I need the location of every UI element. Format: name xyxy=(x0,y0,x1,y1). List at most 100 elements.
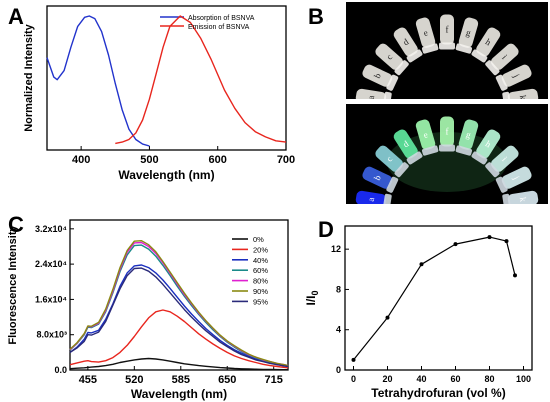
tube-body xyxy=(440,116,454,147)
chart-d-xtick-label: 40 xyxy=(416,374,426,384)
chart-c-series-line-6 xyxy=(69,267,289,368)
tube-c: c xyxy=(375,145,409,178)
chart-c-ytick-label: 3.2x10⁴ xyxy=(35,224,67,234)
tube-j: j xyxy=(495,64,532,91)
chart-c-xtick-label: 650 xyxy=(218,374,236,386)
tube-label: a xyxy=(366,197,377,203)
tube-cap xyxy=(495,176,508,193)
tube-cap xyxy=(386,176,399,193)
tube-label: g xyxy=(465,129,473,140)
chart-d-point xyxy=(487,235,492,240)
tube-body xyxy=(375,145,404,172)
tube-body xyxy=(476,129,501,159)
tube-body xyxy=(507,190,539,204)
tube-cap xyxy=(471,151,488,165)
chart-c-xtick-label: 520 xyxy=(125,374,143,386)
tube-glow xyxy=(387,132,507,192)
tube-e: e xyxy=(415,17,439,54)
panel-a-letter: A xyxy=(8,4,24,29)
tube-k: k xyxy=(502,190,539,204)
tube-body xyxy=(375,43,404,70)
chart-a-xtick-label: 400 xyxy=(72,154,90,166)
tube-e: e xyxy=(415,119,439,156)
tube-body xyxy=(458,17,479,48)
tube-i: i xyxy=(485,43,519,76)
tube-label: b xyxy=(372,71,383,80)
tube-cap xyxy=(502,193,512,204)
tube-i: i xyxy=(485,145,519,178)
tube-body xyxy=(490,43,519,70)
tube-cap xyxy=(495,74,508,91)
tube-body xyxy=(476,27,501,57)
chart-c-ytick-label: 0.0 xyxy=(54,365,67,375)
tube-h: h xyxy=(471,129,501,165)
tube-cap xyxy=(455,43,473,54)
chart-d-ylabel: I/I0 xyxy=(304,290,320,305)
tube-d: d xyxy=(393,27,423,63)
tube-label: a xyxy=(366,95,377,99)
tube-f: f xyxy=(439,14,455,50)
tube-label: j xyxy=(511,72,522,79)
tube-cap xyxy=(439,144,455,152)
tube-label: i xyxy=(500,155,509,164)
chart-a-legend-label-1: Emission of BSNVA xyxy=(188,24,250,31)
tube-b: b xyxy=(362,166,399,193)
tube-label: b xyxy=(372,173,383,182)
tube-cap xyxy=(386,74,399,91)
panel-c-letter: C xyxy=(8,212,24,237)
tube-cap xyxy=(502,91,512,99)
chart-d-point xyxy=(385,315,390,320)
chart-c-ytick-label: 8.0x10³ xyxy=(36,330,67,340)
panel-d-letter: D xyxy=(318,217,334,242)
chart-d-xtick-label: 20 xyxy=(382,374,392,384)
tube-label: h xyxy=(484,37,494,48)
tube-body xyxy=(355,190,387,204)
tube-label: e xyxy=(422,129,429,140)
tube-body xyxy=(393,129,418,159)
tube-label: d xyxy=(401,36,411,47)
tube-cap xyxy=(485,60,500,76)
tube-label: f xyxy=(446,25,449,35)
chart-d-ytick-label: 8 xyxy=(336,284,341,294)
chart-a-plot-frame xyxy=(46,5,287,151)
tube-label: h xyxy=(484,139,494,150)
tube-label: c xyxy=(384,154,394,164)
tube-c: c xyxy=(375,43,409,76)
chart-d-point xyxy=(351,357,356,362)
chart-c-ylabel: Fluorescence Intensity xyxy=(7,225,19,345)
tube-body xyxy=(362,166,393,189)
tube-cap xyxy=(382,91,392,99)
tube-cap xyxy=(455,145,473,156)
tube-body xyxy=(440,14,454,45)
tube-label: k xyxy=(518,94,529,99)
tube-cap xyxy=(406,151,423,165)
chart-c-ytick-label: 2.4x10⁴ xyxy=(35,259,67,269)
chart-c-legend-label-5: 90% xyxy=(253,287,268,296)
chart-d-xtick-label: 0 xyxy=(351,374,356,384)
chart-c-series-line-5 xyxy=(69,239,289,367)
chart-d-xtick-label: 60 xyxy=(450,374,460,384)
tube-body xyxy=(415,119,436,150)
tube-body xyxy=(393,27,418,57)
tube-label: e xyxy=(422,27,429,38)
chart-c-series-line-0 xyxy=(69,357,288,371)
chart-c-legend-label-4: 80% xyxy=(253,277,268,286)
tube-body xyxy=(501,64,532,87)
chart-a-legend-label-0: Absorption of BSNVA xyxy=(188,15,255,22)
tube-label: k xyxy=(518,196,529,203)
tube-h: h xyxy=(471,27,501,63)
chart-a-ylabel: Normalized Intensity xyxy=(23,23,35,131)
tube-label: g xyxy=(465,27,473,38)
chart-c-xtick-label: 585 xyxy=(172,374,190,386)
chart-a-series-line-1 xyxy=(115,15,287,145)
chart-c-plot-frame xyxy=(69,219,289,371)
chart-d-plot-frame xyxy=(344,225,533,371)
tube-body xyxy=(490,145,519,172)
